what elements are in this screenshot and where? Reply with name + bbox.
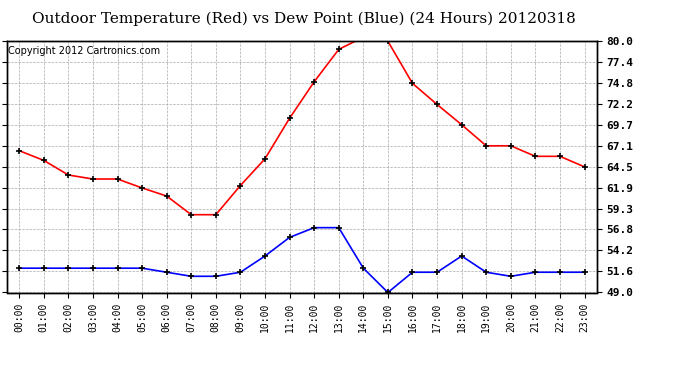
Text: Copyright 2012 Cartronics.com: Copyright 2012 Cartronics.com — [8, 46, 160, 56]
Text: Outdoor Temperature (Red) vs Dew Point (Blue) (24 Hours) 20120318: Outdoor Temperature (Red) vs Dew Point (… — [32, 11, 575, 26]
